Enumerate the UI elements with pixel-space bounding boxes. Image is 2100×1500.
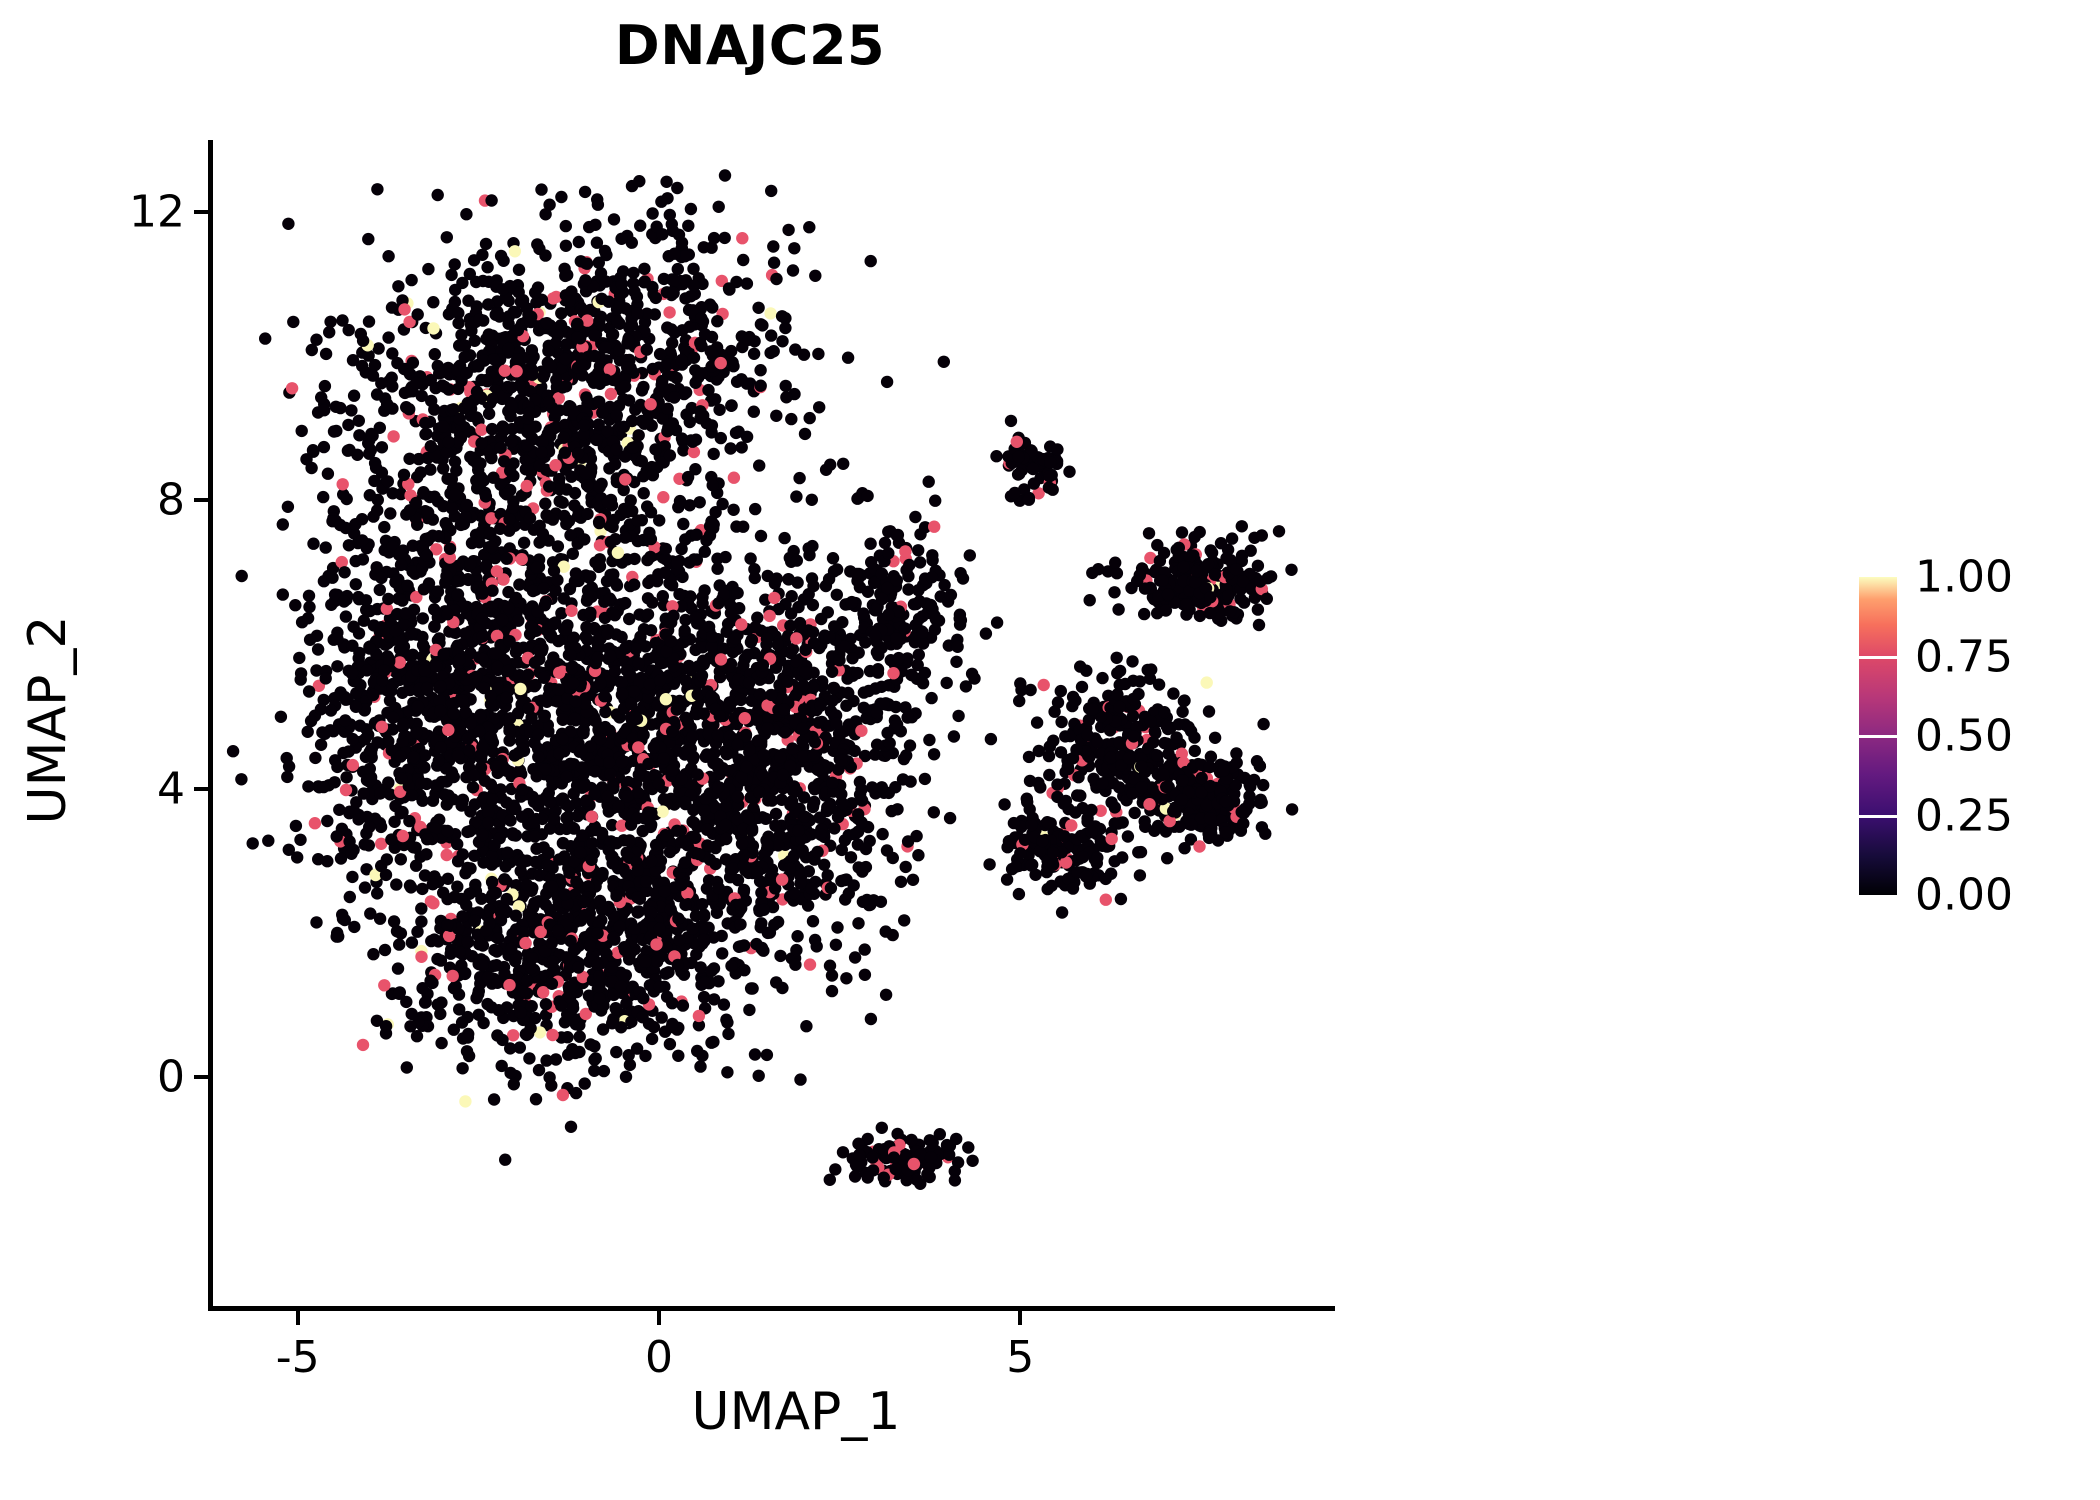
- colorbar-tick-label: 0.00: [1915, 869, 2013, 921]
- y-tick-mark: [194, 210, 208, 215]
- y-tick-mark: [194, 786, 208, 791]
- colorbar-tick-label: 0.75: [1915, 631, 2013, 682]
- x-tick-label: 0: [645, 1332, 673, 1383]
- x-tick-mark: [295, 1311, 300, 1325]
- colorbar-tick-mark: [1859, 735, 1897, 738]
- colorbar-tick-label: 0.50: [1915, 710, 2013, 762]
- y-tick-mark: [194, 1075, 208, 1080]
- y-axis-label: UMAP_2: [18, 615, 78, 825]
- y-tick-mark: [194, 498, 208, 503]
- colorbar-tick-label: 1.00: [1915, 551, 2013, 603]
- colorbar-tick-label: 0.25: [1915, 790, 2013, 841]
- x-tick-label: -5: [275, 1332, 320, 1383]
- colorbar-tick-mark: [1859, 892, 1897, 895]
- y-tick-label: 8: [157, 474, 185, 526]
- colorbar-tick-mark: [1859, 655, 1897, 659]
- x-tick-mark: [1018, 1311, 1023, 1325]
- x-tick-mark: [657, 1311, 661, 1325]
- colorbar: 1.00 0.75 0.50 0.25 0.00: [1859, 552, 2013, 921]
- y-tick-label: 0: [157, 1051, 185, 1103]
- scatter-points: [226, 169, 1299, 1191]
- y-tick-label: 12: [129, 186, 185, 238]
- page-title: DNAJC25: [614, 14, 886, 77]
- colorbar-tick-mark: [1859, 814, 1897, 818]
- x-axis-spine: [208, 1306, 1335, 1311]
- colorbar-tick-mark: [1859, 577, 1897, 580]
- x-tick-label: 5: [1006, 1332, 1035, 1383]
- x-axis-label: UMAP_1: [691, 1382, 901, 1442]
- y-axis-spine: [208, 140, 213, 1311]
- plot-axes: 0 4 8 12 -5 0 5: [129, 140, 1335, 1383]
- y-tick-label: 4: [157, 763, 185, 815]
